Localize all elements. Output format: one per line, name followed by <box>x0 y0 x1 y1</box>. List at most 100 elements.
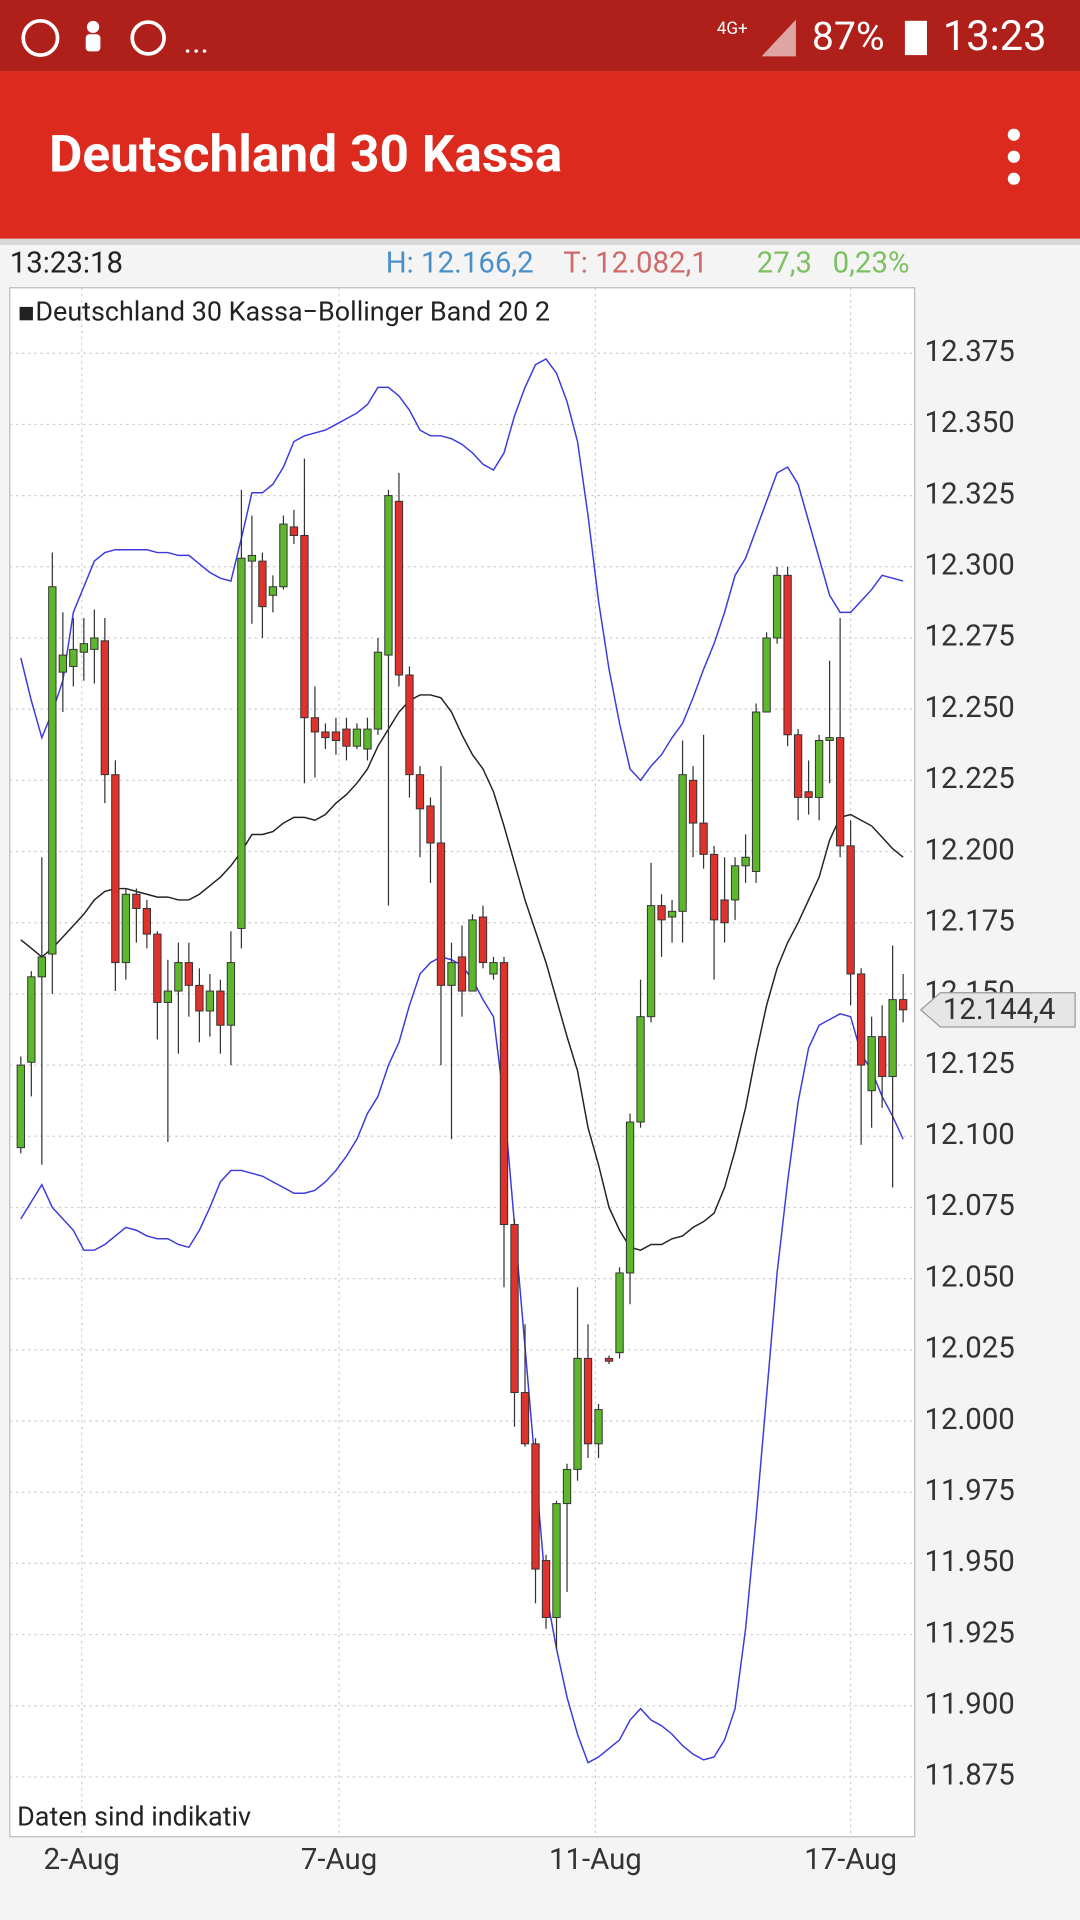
plot-area <box>9 287 916 1838</box>
candle-body <box>741 856 750 867</box>
candle-body <box>142 907 152 935</box>
candle-body <box>153 933 162 1003</box>
candle-body <box>310 717 320 733</box>
bollinger-line <box>20 694 904 1251</box>
candle-body <box>846 845 855 975</box>
candle-body <box>730 865 740 901</box>
candle-body <box>657 905 666 921</box>
notification-icon <box>86 20 100 34</box>
y-tick-label: 12.075 <box>924 1189 1014 1223</box>
battery-icon <box>904 20 927 56</box>
candle-body <box>111 774 120 964</box>
y-tick-label: 12.250 <box>924 691 1014 725</box>
candle-body <box>247 554 257 562</box>
candle-body <box>594 1409 603 1445</box>
candle-body <box>573 1357 582 1470</box>
candle-body <box>888 999 897 1077</box>
x-tick-label: 2-Aug <box>44 1843 120 1877</box>
y-tick-label: 12.275 <box>924 620 1014 654</box>
menu-dot[interactable] <box>1007 172 1020 185</box>
candle-body <box>457 956 467 992</box>
status-bar <box>0 0 1080 72</box>
candle-body <box>604 1357 614 1362</box>
candle-body <box>69 648 78 667</box>
candle-body <box>867 1036 876 1092</box>
candle-body <box>562 1468 572 1505</box>
grid <box>9 287 915 1837</box>
overflow-menu[interactable] <box>1007 128 1020 185</box>
candle-body <box>394 500 404 676</box>
y-tick-label: 12.000 <box>924 1403 1014 1437</box>
day-high: H: 12.166,2 <box>386 246 534 280</box>
x-tick-label: 7-Aug <box>301 1843 377 1877</box>
app-bar <box>0 71 1080 239</box>
candle-body <box>436 842 446 986</box>
candle-body <box>447 962 456 986</box>
candle-body <box>751 711 761 872</box>
candle-body <box>237 557 246 929</box>
candle-body <box>625 1121 635 1274</box>
candle-body <box>804 791 813 798</box>
candle-body <box>79 643 89 653</box>
candle-body <box>783 574 792 736</box>
y-tick-label: 12.350 <box>924 406 1014 440</box>
candle-body <box>814 740 824 798</box>
y-tick-label: 12.300 <box>924 549 1014 583</box>
y-tick-label: 12.200 <box>924 833 1014 867</box>
candle-body <box>321 731 330 739</box>
candle-body <box>384 495 393 656</box>
y-tick-label: 12.025 <box>924 1332 1014 1366</box>
notification-icon <box>85 34 101 52</box>
candle-body <box>100 640 110 776</box>
candle-body <box>37 956 46 978</box>
candle-body <box>352 728 362 747</box>
candle-body <box>27 976 36 1063</box>
last-price-label: 12.144,4 <box>943 993 1056 1027</box>
y-tick-label: 12.325 <box>924 477 1014 511</box>
candle-body <box>541 1560 551 1618</box>
candle-body <box>226 962 236 1026</box>
candle-body <box>258 560 267 608</box>
y-tick-label: 12.175 <box>924 904 1014 938</box>
candle-body <box>195 984 204 1012</box>
candle-body <box>342 728 351 747</box>
chart-note: Daten sind indikativ <box>17 1800 251 1832</box>
app-bar-shadow <box>0 238 1080 245</box>
y-tick-label: 12.225 <box>924 762 1014 796</box>
candle-body <box>615 1272 624 1354</box>
candle-body <box>289 526 299 536</box>
candle-body <box>825 737 834 741</box>
candle-body <box>510 1224 519 1394</box>
candle-body <box>720 899 729 924</box>
candle-body <box>636 1016 645 1123</box>
candle-body <box>898 999 908 1011</box>
menu-dot[interactable] <box>1007 128 1020 141</box>
candle-body <box>552 1503 561 1618</box>
app-title: Deutschland 30 Kassa <box>49 124 562 185</box>
signal-icon <box>761 19 796 57</box>
last-price-marker <box>919 992 1076 1028</box>
candle-body <box>688 779 698 824</box>
marks <box>16 357 908 1764</box>
candle-body <box>667 910 677 918</box>
y-tick-label: 11.925 <box>924 1616 1014 1650</box>
y-tick-label: 11.950 <box>924 1545 1014 1579</box>
candle-body <box>279 523 288 588</box>
candle-body <box>531 1443 540 1570</box>
candle-body <box>331 731 341 741</box>
candle-body <box>520 1392 530 1445</box>
candle-body <box>48 586 57 955</box>
day-low: T: 12.082,1 <box>563 246 708 280</box>
candle-body <box>499 962 509 1226</box>
y-tick-label: 12.100 <box>924 1118 1014 1152</box>
sync-icon <box>130 20 166 56</box>
candle-body <box>583 1357 593 1445</box>
battery-level: 87% <box>812 14 885 60</box>
candle-body <box>16 1064 25 1149</box>
menu-dot[interactable] <box>1007 150 1020 163</box>
candle-body <box>426 805 435 844</box>
y-tick-label: 11.900 <box>924 1688 1014 1722</box>
candle-body <box>132 893 141 909</box>
candle-body <box>300 534 309 719</box>
